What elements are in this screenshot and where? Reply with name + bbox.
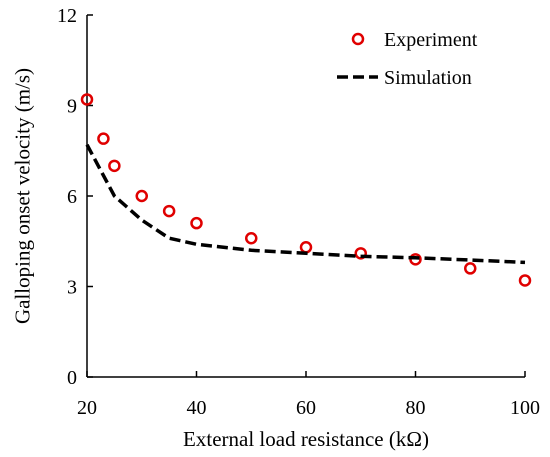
simulation-line bbox=[85, 143, 526, 265]
legend-marker-sample bbox=[351, 32, 365, 46]
y-axis-title: Galloping onset velocity (m/s) bbox=[10, 68, 34, 324]
experiment-point bbox=[518, 274, 532, 287]
ticks: 20 40 60 80 100 0 3 6 9 12 bbox=[57, 5, 540, 419]
experiment-point bbox=[97, 132, 110, 145]
experiment-point bbox=[190, 216, 203, 230]
x-tick-label: 20 bbox=[77, 397, 97, 419]
experiment-point bbox=[80, 93, 94, 106]
x-tick-label: 40 bbox=[187, 397, 207, 419]
experiment-point bbox=[135, 189, 148, 203]
plot-area bbox=[80, 93, 532, 287]
legend-label: Experiment bbox=[384, 29, 478, 51]
y-tick-label: 6 bbox=[67, 186, 77, 208]
experiment-point bbox=[354, 247, 367, 260]
experiment-point bbox=[108, 159, 121, 173]
experiment-point bbox=[299, 241, 313, 254]
legend: Experiment Simulation bbox=[337, 29, 478, 89]
y-tick-label: 12 bbox=[57, 5, 77, 27]
y-tick-label: 9 bbox=[67, 96, 77, 118]
x-axis-title: External load resistance (kΩ) bbox=[183, 427, 429, 451]
x-tick-label: 60 bbox=[296, 397, 316, 419]
experiment-point bbox=[464, 262, 477, 275]
legend-label: Simulation bbox=[384, 67, 472, 89]
x-tick-label: 80 bbox=[406, 397, 426, 419]
experiment-point bbox=[245, 231, 258, 245]
experiment-point bbox=[162, 204, 176, 218]
y-tick-label: 0 bbox=[67, 367, 77, 389]
y-tick-label: 3 bbox=[67, 277, 77, 299]
x-tick-label: 100 bbox=[510, 397, 540, 419]
